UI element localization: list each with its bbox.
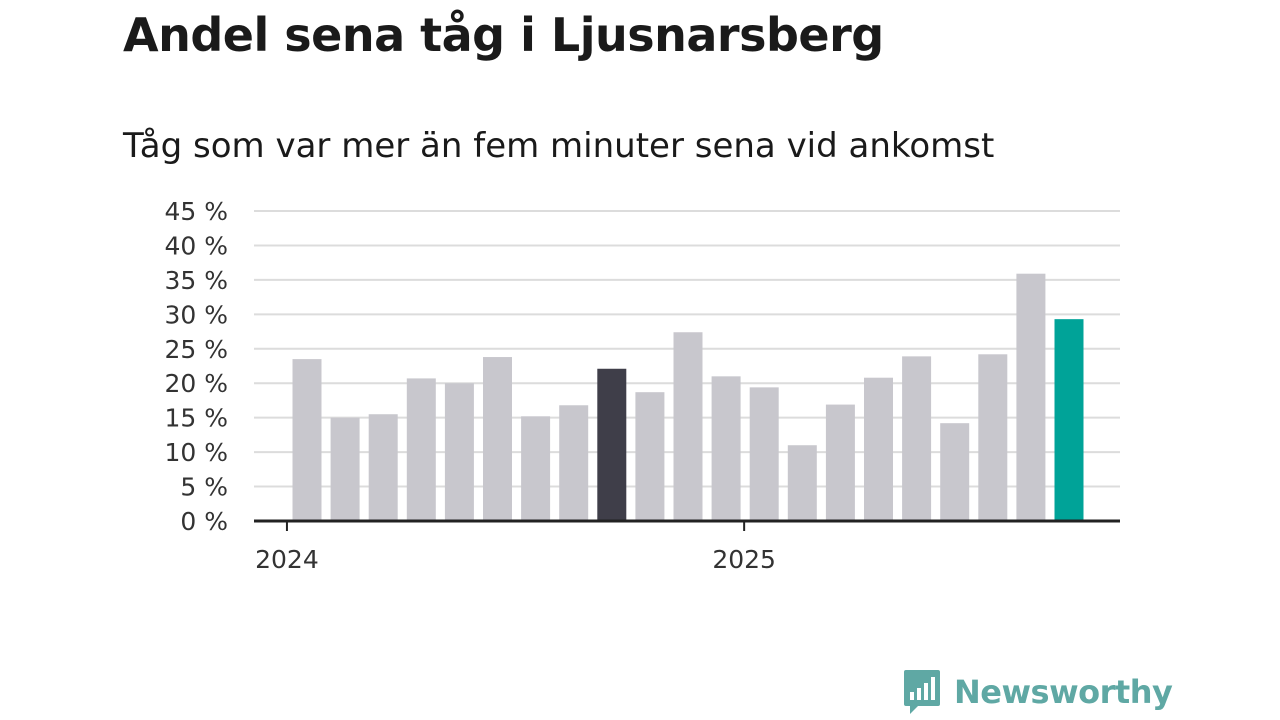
bar	[1016, 273, 1046, 521]
bar	[597, 368, 627, 521]
bar	[673, 332, 703, 521]
x-tick-label: 2024	[255, 545, 319, 574]
x-tick-label: 2025	[712, 545, 776, 574]
bar	[902, 356, 932, 521]
bar	[635, 392, 665, 521]
y-tick-label: 25 %	[164, 335, 228, 364]
bar	[559, 405, 589, 521]
bar	[711, 376, 741, 521]
y-tick-label: 5 %	[180, 473, 228, 502]
x-axis: 2024 2025	[254, 519, 1120, 574]
bar	[483, 357, 512, 521]
bar	[521, 416, 551, 521]
bar	[406, 378, 436, 521]
bar	[825, 404, 855, 521]
y-tick-label: 40 %	[164, 231, 228, 260]
bar	[940, 423, 970, 521]
bars	[292, 273, 1084, 521]
chart-title: Andel sena tåg i Ljusnarsberg	[123, 8, 884, 62]
bar-chart-logo-icon	[904, 670, 940, 714]
y-tick-label: 35 %	[164, 266, 228, 295]
y-tick-label: 0 %	[180, 507, 228, 536]
y-tick-label: 20 %	[164, 369, 228, 398]
chart-subtitle: Tåg som var mer än fem minuter sena vid …	[123, 126, 995, 166]
y-tick-label: 30 %	[164, 300, 228, 329]
bar	[368, 414, 398, 521]
bar	[292, 359, 322, 521]
brand: Newsworthy	[902, 668, 1173, 716]
bar	[444, 383, 474, 521]
y-axis-labels: 0 % 5 % 10 % 15 % 20 % 25 % 30 % 35 % 40 % 45 %	[164, 197, 228, 536]
bar	[978, 354, 1008, 521]
bar	[787, 445, 817, 521]
y-tick-label: 45 %	[164, 197, 228, 226]
y-tick-label: 15 %	[164, 404, 228, 433]
bar	[330, 417, 360, 521]
bar	[749, 387, 779, 521]
y-tick-label: 10 %	[164, 438, 228, 467]
bar	[864, 377, 893, 521]
brand-name: Newsworthy	[954, 673, 1173, 711]
bar	[1054, 319, 1084, 521]
